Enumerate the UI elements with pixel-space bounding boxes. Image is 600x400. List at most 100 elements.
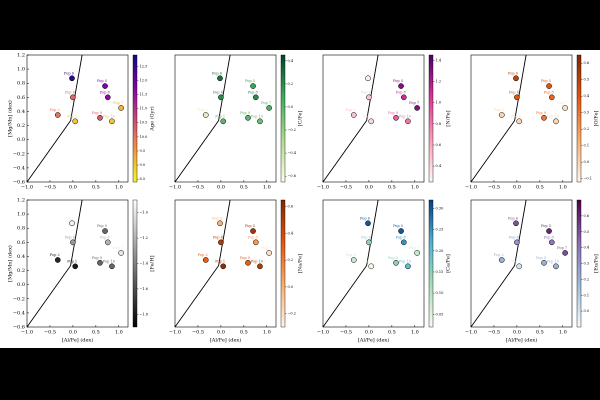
data-point [250,83,256,89]
colorbar-tick-label: 0.3 [584,262,590,266]
x-axis-label: [Al/Fe] (dex) [210,337,241,344]
x-tick-label: −0.5 [192,330,204,336]
point-label: Pop 10 [251,259,263,263]
data-point [405,263,411,270]
colorbar [576,199,582,328]
plot-frame [174,199,277,328]
colorbar-label: [Fe/H] [150,255,156,271]
point-label: Pop 4 [509,90,520,94]
colorbar-tick-label: 0.4 [584,246,590,250]
data-point [546,83,552,89]
colorbar-label: [O/Fe] [594,111,600,127]
x-axis-label: [Al/Fe] (dex) [506,337,537,344]
y-tick-label: −0.6 [13,325,25,331]
colorbar-tick-label: −1.6 [140,287,149,291]
point-label: Pop 9 [240,256,250,260]
point-label: Pop 5 [541,224,551,228]
data-point [553,118,559,125]
x-tick-label: 0.0 [513,330,521,336]
point-label: Pop 5 [393,224,403,228]
data-point [220,118,227,125]
point-label: Pop 5 [97,224,107,228]
colorbar-tick-label: 11.0 [140,107,148,111]
plot-frame [322,199,425,328]
x-tick-label: −1.0 [169,330,181,336]
data-point [70,239,76,246]
data-point [548,94,555,101]
colorbar-tick-label: 12.0 [140,78,148,82]
point-label: Pop 9 [388,111,398,115]
data-point [562,105,568,111]
point-label: Pop 6 [212,216,222,220]
point-label: Pop 1 [363,114,373,118]
point-label: Pop 8 [100,90,110,94]
point-label: Pop 4 [361,235,372,239]
colorbar-label: [C/Fe] [298,111,304,127]
boundary-line [174,54,231,183]
point-label: Pop 5 [541,79,551,83]
data-point [202,257,209,263]
y-tick-label: 0.4 [17,109,25,115]
colorbar-tick-label: 0.0 [584,309,590,313]
data-point [257,263,263,270]
x-tick-label: −1.0 [465,185,477,191]
data-point [54,257,61,263]
data-point [365,220,371,227]
colorbar-tick-label: 0.8 [436,122,442,126]
data-point [368,118,375,125]
data-point [245,114,251,121]
colorbar-tick-label: 9.5 [140,149,146,153]
y-tick-label: 0.4 [17,254,25,260]
colorbar-tick-label: 0.6 [584,61,590,65]
boundary-line [322,54,379,183]
x-tick-label: 1.0 [263,185,271,191]
point-label: Pop 9 [536,256,546,260]
point-label: Pop 6 [508,216,518,220]
x-tick-label: 0.5 [92,330,100,336]
colorbar-tick-label: 0.6 [436,143,442,147]
data-point [218,239,224,246]
boundary-line [470,199,527,328]
colorbar-tick-label: 0.4 [436,164,442,168]
colorbar-tick-label: 9.0 [140,163,146,167]
y-tick-label: −0.4 [13,165,25,171]
colorbar-tick-label: −1.0 [140,211,149,215]
point-label: Pop 7 [557,101,567,105]
data-point [102,228,108,234]
data-point [400,94,407,101]
x-tick-label: −1.0 [169,185,181,191]
colorbar-label: Age (Gyr) [149,106,156,132]
colorbar-tick-label: 0.15 [436,270,444,274]
figure-background [0,50,600,348]
point-label: Pop 2 [198,108,208,112]
point-label: Pop 10 [399,259,411,263]
y-tick-label: 1.0 [17,212,25,218]
colorbar [428,54,434,183]
colorbar-label: [Ca/Fe] [446,254,452,273]
data-point [350,112,357,118]
boundary-line [26,54,83,183]
data-point [350,257,357,263]
data-point [546,228,552,234]
x-tick-label: 0.0 [217,185,225,191]
point-label: Pop 6 [64,216,74,220]
data-point [516,118,523,125]
x-tick-label: 1.0 [115,185,123,191]
point-label: Pop 7 [557,246,567,250]
point-label: Pop 10 [103,259,115,263]
plot-frame [26,199,129,328]
data-point [516,263,523,270]
x-tick-label: 0.5 [388,330,396,336]
colorbar-tick-label: −0.2 [288,312,297,316]
point-label: Pop 8 [396,235,406,239]
x-axis-label: [Al/Fe] (dex) [358,337,389,344]
colorbar-tick-label: −1.8 [140,312,149,316]
x-tick-label: −0.5 [488,185,500,191]
y-tick-label: 0.8 [17,81,25,87]
data-point [97,259,103,266]
point-label: Pop 1 [363,259,373,263]
data-point [252,239,259,246]
point-label: Pop 7 [409,101,419,105]
y-tick-label: 0.6 [17,240,25,246]
data-point [118,105,124,111]
